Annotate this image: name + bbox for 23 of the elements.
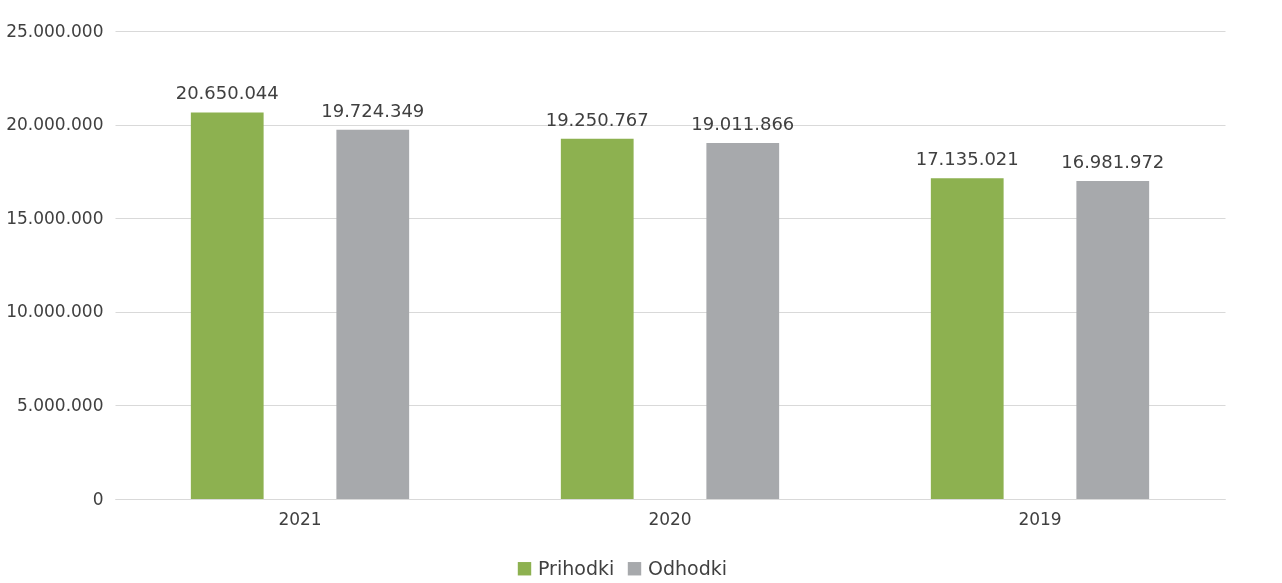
legend-label: Prihodki — [538, 556, 615, 579]
y-tick-label: 10.000.000 — [6, 301, 104, 322]
bar — [1076, 181, 1150, 499]
data-label: 19.250.767 — [545, 108, 649, 130]
legend-label: Odhodki — [648, 556, 728, 579]
bar — [190, 112, 264, 499]
data-label: 19.724.349 — [321, 99, 425, 121]
bar — [930, 178, 1004, 499]
data-label: 20.650.044 — [175, 82, 279, 104]
bar — [336, 129, 410, 499]
y-tick-label: 25.000.000 — [6, 20, 104, 41]
y-tick-label: 20.000.000 — [6, 114, 104, 135]
y-tick-label: 15.000.000 — [6, 207, 104, 228]
x-tick-label: 2021 — [278, 508, 322, 529]
data-label: 17.135.021 — [915, 148, 1019, 170]
bar — [706, 143, 780, 499]
data-label: 16.981.972 — [1061, 151, 1165, 173]
x-tick-label: 2020 — [648, 508, 692, 529]
y-tick-label: 5.000.000 — [16, 394, 104, 415]
bar — [560, 138, 634, 499]
data-label: 19.011.866 — [691, 113, 795, 135]
y-tick-label: 0 — [92, 488, 104, 509]
x-tick-label: 2019 — [1018, 508, 1062, 529]
